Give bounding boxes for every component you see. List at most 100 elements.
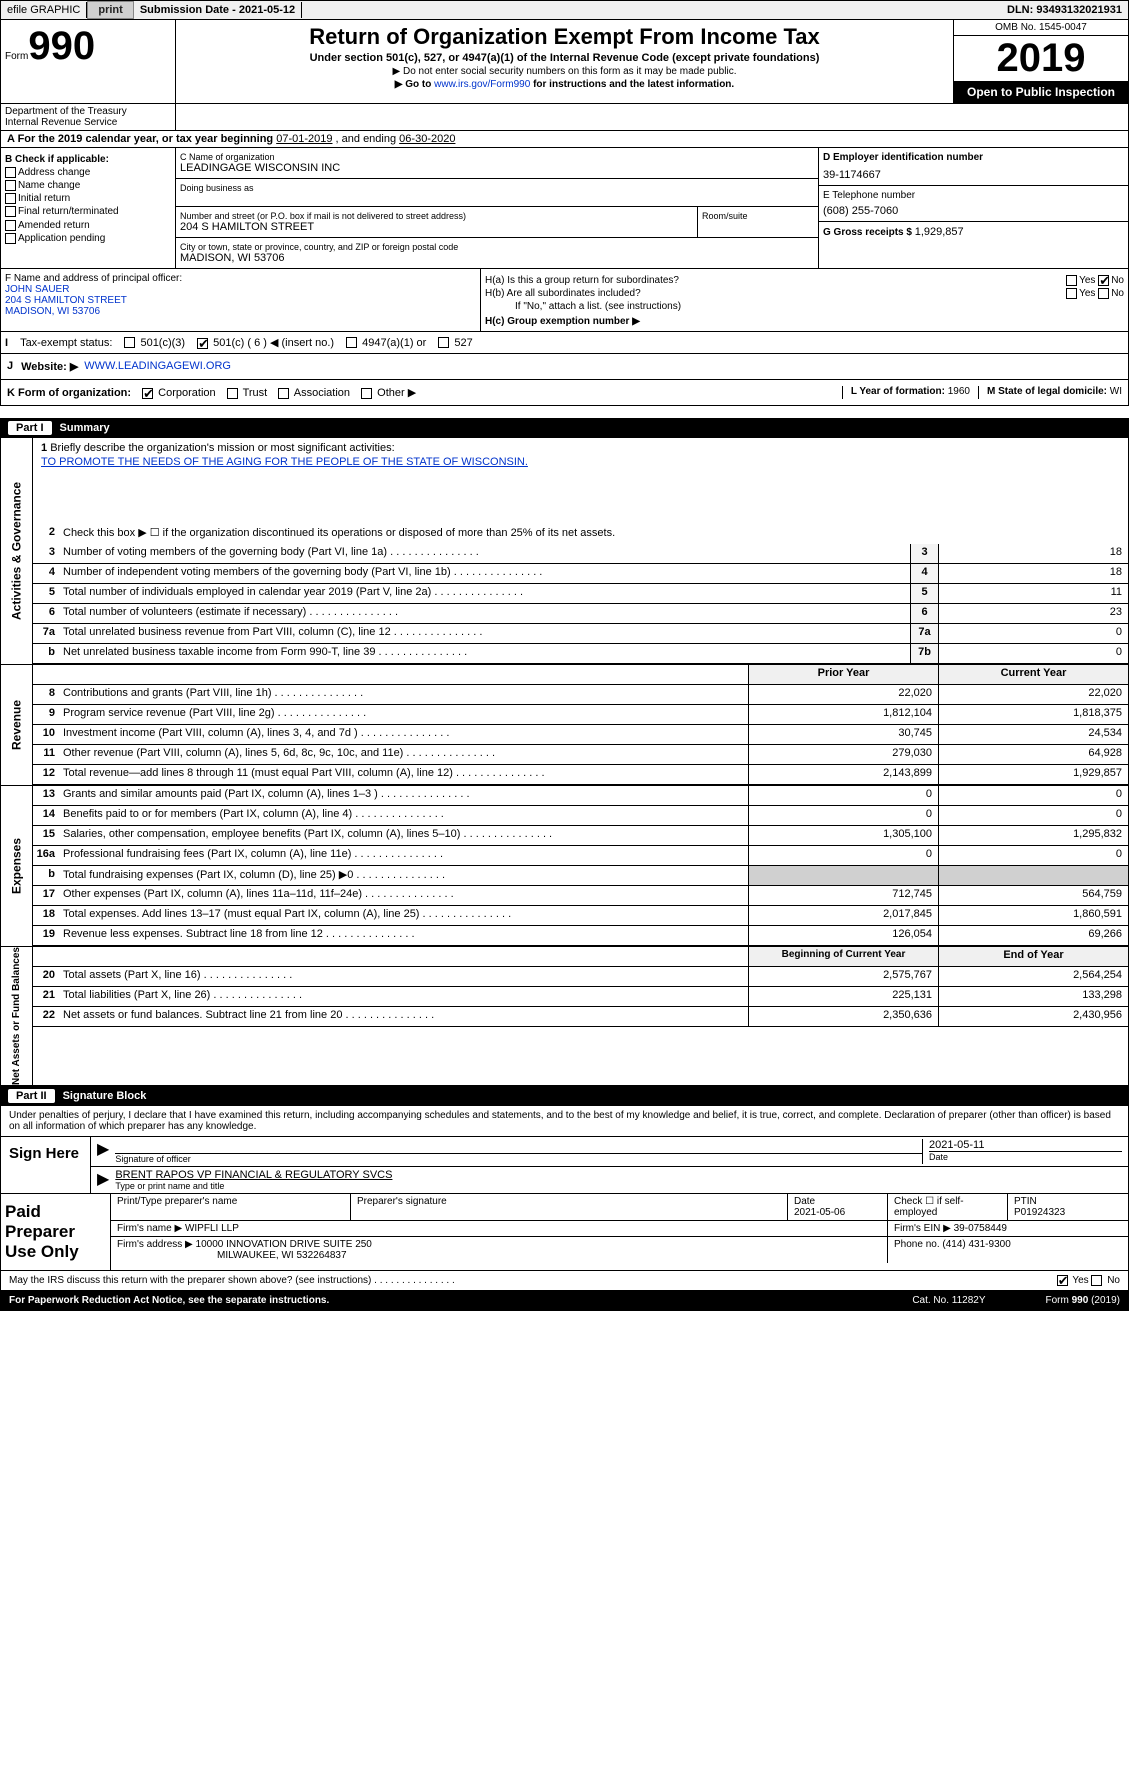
ha-yes-cb[interactable] <box>1066 275 1077 286</box>
sig-officer: Signature of officer <box>115 1139 922 1164</box>
mission-line3 <box>41 488 1120 502</box>
cb-501c[interactable]: 501(c) ( 6 ) ◀ (insert no.) <box>197 336 334 349</box>
line-b: b Net unrelated business taxable income … <box>33 644 1128 664</box>
website-link[interactable]: WWW.LEADINGAGEWI.ORG <box>84 360 231 373</box>
eoy-hdr: End of Year <box>938 947 1128 966</box>
omb-number: OMB No. 1545-0047 <box>954 20 1128 36</box>
cb-initial[interactable]: Initial return <box>5 193 171 204</box>
discuss-q: May the IRS discuss this return with the… <box>9 1275 455 1286</box>
prep-check: Check ☐ if self-employed <box>888 1194 1008 1220</box>
ein-cell: Firm's EIN ▶ 39-0758449 <box>888 1221 1128 1236</box>
sig-name-cell: BRENT RAPOS VP FINANCIAL & REGULATORY SV… <box>115 1169 1122 1191</box>
goto-pre: ▶ Go to <box>395 79 434 90</box>
street-cell: Number and street (or P.O. box if mail i… <box>176 207 698 237</box>
box-c: C Name of organization LEADINGAGE WISCON… <box>176 148 818 268</box>
rev-col-hdr: Prior Year Current Year <box>33 665 1128 685</box>
discuss-no-cb[interactable] <box>1091 1275 1102 1286</box>
goto-note: ▶ Go to www.irs.gov/Form990 for instruct… <box>180 79 949 90</box>
cb-name-change[interactable]: Name change <box>5 180 171 191</box>
return-title: Return of Organization Exempt From Incom… <box>180 24 949 50</box>
cb-4947[interactable]: 4947(a)(1) or <box>346 337 426 349</box>
ein-value: 39-1174667 <box>823 169 1124 181</box>
ssn-note: ▶ Do not enter social security numbers o… <box>180 66 949 77</box>
ha-no-cb[interactable] <box>1098 275 1109 286</box>
cb-corp[interactable] <box>142 388 153 399</box>
phone-row: E Telephone number (608) 255-7060 <box>819 186 1128 222</box>
firm-addr2: MILWAUKEE, WI 532264837 <box>217 1250 347 1261</box>
preparer-label: Paid Preparer Use Only <box>1 1194 111 1270</box>
addr-line: Firm's address ▶ 10000 INNOVATION DRIVE … <box>111 1237 1128 1263</box>
gross-row: G Gross receipts $ 1,929,857 <box>819 222 1128 242</box>
open-to-public: Open to Public Inspection <box>954 81 1128 103</box>
page-footer: For Paperwork Reduction Act Notice, see … <box>0 1291 1129 1311</box>
cb-final[interactable]: Final return/terminated <box>5 206 171 217</box>
city-value: MADISON, WI 53706 <box>180 252 814 264</box>
summary-exp: Expenses 13 Grants and similar amounts p… <box>0 786 1129 947</box>
website-row: J Website: ▶ WWW.LEADINGAGEWI.ORG <box>0 354 1129 380</box>
period-label: A For the 2019 calendar year, or tax yea… <box>7 133 276 145</box>
phone-label: E Telephone number <box>823 190 1124 201</box>
l-block: L Year of formation: 1960 <box>842 386 970 399</box>
discuss-yes-cb[interactable] <box>1057 1275 1068 1286</box>
form990-link[interactable]: www.irs.gov/Form990 <box>434 79 530 90</box>
line-19: 19 Revenue less expenses. Subtract line … <box>33 926 1128 946</box>
hb-no-cb[interactable] <box>1098 288 1109 299</box>
cat-no: Cat. No. 11282Y <box>912 1295 985 1306</box>
summary-rev: Revenue Prior Year Current Year 8 Contri… <box>0 665 1129 786</box>
cb-501c3[interactable]: 501(c)(3) <box>124 337 185 349</box>
no-lbl2: No <box>1111 288 1124 299</box>
cb-trust[interactable] <box>227 388 238 399</box>
officer-addr1: 204 S HAMILTON STREET <box>5 295 476 306</box>
part1-num: Part I <box>8 421 52 435</box>
mission-label: Briefly describe the organization's miss… <box>50 442 394 454</box>
part1-header: Part I Summary <box>0 418 1129 438</box>
cb-address-change[interactable]: Address change <box>5 167 171 178</box>
tax-status-row: I Tax-exempt status: 501(c)(3) 501(c) ( … <box>0 332 1129 354</box>
line-16a: 16a Professional fundraising fees (Part … <box>33 846 1128 866</box>
header: Form990 Return of Organization Exempt Fr… <box>0 20 1129 104</box>
street-label: Number and street (or P.O. box if mail i… <box>180 211 693 221</box>
line-2: 2Check this box ▶ ☐ if the organization … <box>33 524 1128 544</box>
summary-gov: Activities & Governance 1 Briefly descri… <box>0 438 1129 665</box>
line-15: 15 Salaries, other compensation, employe… <box>33 826 1128 846</box>
hb-yes-cb[interactable] <box>1066 288 1077 299</box>
ptin-val: P01924323 <box>1014 1207 1065 1218</box>
mission-text: TO PROMOTE THE NEEDS OF THE AGING FOR TH… <box>41 456 1120 470</box>
cb-pending[interactable]: Application pending <box>5 233 171 244</box>
line-b: b Total fundraising expenses (Part IX, c… <box>33 866 1128 886</box>
assoc-lbl: Association <box>294 387 350 399</box>
sign-here-row: Sign Here ▶ Signature of officer 2021-05… <box>0 1137 1129 1194</box>
period-row: A For the 2019 calendar year, or tax yea… <box>0 131 1129 148</box>
box-b-label: B Check if applicable: <box>5 154 109 165</box>
firm-cell: Firm's name ▶ WIPFLI LLP <box>111 1221 888 1236</box>
k-block: K Form of organization: Corporation Trus… <box>7 386 416 399</box>
officer-addr2: MADISON, WI 53706 <box>5 306 476 317</box>
print-button[interactable]: print <box>87 1 133 19</box>
firm-line: Firm's name ▶ WIPFLI LLP Firm's EIN ▶ 39… <box>111 1221 1128 1237</box>
cb-assoc[interactable] <box>278 388 289 399</box>
header-row2: Department of the Treasury Internal Reve… <box>0 104 1129 131</box>
cb-527[interactable]: 527 <box>438 337 472 349</box>
discuss-row: May the IRS discuss this return with the… <box>0 1271 1129 1291</box>
sig-date: 2021-05-11 <box>929 1139 984 1151</box>
dba-row: Doing business as <box>176 179 818 207</box>
prior-year-hdr: Prior Year <box>748 665 938 684</box>
line-9: 9 Program service revenue (Part VIII, li… <box>33 705 1128 725</box>
line-17: 17 Other expenses (Part IX, column (A), … <box>33 886 1128 906</box>
tax-year: 2019 <box>954 36 1128 81</box>
form-id: Form990 <box>1 20 176 103</box>
line-7a: 7a Total unrelated business revenue from… <box>33 624 1128 644</box>
arrow-icon: ▶ <box>97 1139 109 1164</box>
vtab-exp: Expenses <box>1 786 33 946</box>
cb-init-lbl: Initial return <box>18 193 70 204</box>
summary-na: Net Assets or Fund Balances Beginning of… <box>0 947 1129 1086</box>
cb-amended[interactable]: Amended return <box>5 220 171 231</box>
prep-sig-hdr: Preparer's signature <box>351 1194 788 1220</box>
d-yes: Yes <box>1072 1275 1088 1286</box>
org-name: LEADINGAGE WISCONSIN INC <box>180 162 814 174</box>
m-value: WI <box>1110 386 1122 397</box>
line2-text: Check this box ▶ ☐ if the organization d… <box>61 524 1128 544</box>
line-22: 22 Net assets or fund balances. Subtract… <box>33 1007 1128 1027</box>
cb-other[interactable] <box>361 388 372 399</box>
box-b: B Check if applicable: Address change Na… <box>1 148 176 268</box>
